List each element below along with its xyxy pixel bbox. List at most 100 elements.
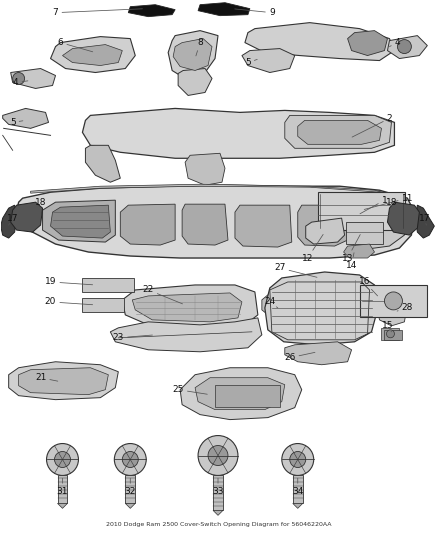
Polygon shape (42, 200, 115, 242)
Circle shape (385, 293, 401, 309)
Polygon shape (242, 49, 295, 72)
Polygon shape (343, 244, 374, 258)
Bar (125, 475, 135, 503)
Polygon shape (85, 146, 120, 182)
Polygon shape (245, 22, 395, 61)
Bar (360, 285, 427, 317)
Text: 20: 20 (45, 297, 92, 306)
Text: 22: 22 (143, 286, 183, 304)
Polygon shape (285, 342, 352, 365)
Polygon shape (182, 204, 228, 245)
Bar (346, 222, 384, 244)
Text: 17: 17 (419, 214, 430, 225)
Polygon shape (195, 378, 285, 410)
Polygon shape (388, 202, 419, 235)
Text: 33: 33 (212, 478, 224, 496)
Text: 7: 7 (53, 8, 142, 17)
Polygon shape (298, 120, 381, 144)
Polygon shape (348, 30, 388, 55)
Bar (82, 278, 134, 292)
Bar (361, 286, 426, 316)
Polygon shape (235, 205, 292, 247)
Bar (82, 298, 124, 312)
Polygon shape (9, 362, 118, 400)
Polygon shape (168, 30, 218, 78)
Circle shape (114, 443, 146, 475)
Polygon shape (120, 204, 175, 245)
Polygon shape (306, 218, 345, 244)
Circle shape (397, 39, 411, 53)
Polygon shape (173, 38, 212, 70)
Text: 9: 9 (235, 8, 275, 17)
Text: 18: 18 (386, 198, 403, 213)
Bar (385, 330, 403, 340)
Polygon shape (122, 285, 258, 328)
Polygon shape (285, 116, 392, 148)
Text: 12: 12 (302, 235, 323, 263)
Polygon shape (50, 37, 135, 72)
Polygon shape (265, 272, 378, 345)
Text: 11: 11 (364, 193, 413, 209)
Text: 31: 31 (57, 478, 68, 496)
Polygon shape (348, 198, 407, 250)
Polygon shape (50, 205, 110, 238)
Text: 25: 25 (173, 385, 207, 394)
Polygon shape (57, 503, 67, 508)
Polygon shape (31, 184, 407, 200)
Bar (293, 475, 303, 503)
Text: 32: 32 (124, 478, 136, 496)
Bar (57, 475, 67, 503)
Text: 23: 23 (113, 333, 152, 342)
Polygon shape (128, 5, 175, 17)
Circle shape (290, 451, 306, 467)
Circle shape (122, 451, 138, 467)
Polygon shape (293, 503, 303, 508)
Text: 2010 Dodge Ram 2500 Cover-Switch Opening Diagram for 56046220AA: 2010 Dodge Ram 2500 Cover-Switch Opening… (106, 522, 332, 527)
Polygon shape (298, 205, 348, 246)
Text: 24: 24 (264, 297, 278, 308)
Text: 2: 2 (352, 114, 392, 137)
Bar (215, 385, 280, 407)
Circle shape (208, 446, 228, 465)
Polygon shape (198, 3, 250, 15)
Text: 34: 34 (292, 478, 304, 496)
Text: 27: 27 (274, 263, 317, 277)
Text: 4: 4 (389, 38, 400, 47)
Bar (318, 192, 406, 230)
Text: 6: 6 (58, 38, 93, 52)
Bar (213, 475, 223, 511)
Bar (381, 328, 399, 340)
Polygon shape (63, 45, 122, 66)
Polygon shape (415, 205, 434, 238)
Polygon shape (110, 318, 262, 352)
Polygon shape (125, 503, 135, 508)
Circle shape (54, 451, 71, 467)
Text: 4: 4 (13, 78, 28, 87)
Polygon shape (178, 69, 212, 95)
Circle shape (282, 443, 314, 475)
Polygon shape (1, 205, 17, 238)
Text: 17: 17 (7, 214, 18, 225)
Polygon shape (11, 202, 42, 232)
Polygon shape (388, 36, 427, 59)
Polygon shape (11, 69, 56, 88)
Text: 19: 19 (45, 278, 92, 286)
Text: 18: 18 (30, 198, 46, 216)
Circle shape (198, 435, 238, 475)
Text: 8: 8 (196, 38, 203, 56)
Text: 16: 16 (359, 278, 378, 296)
Text: 5: 5 (10, 118, 23, 127)
Text: 15: 15 (381, 321, 393, 332)
Polygon shape (180, 368, 302, 419)
Polygon shape (284, 300, 312, 328)
Text: 26: 26 (284, 352, 315, 362)
Circle shape (386, 330, 395, 338)
Text: 21: 21 (35, 373, 58, 382)
Polygon shape (378, 298, 407, 326)
Polygon shape (16, 185, 414, 258)
Polygon shape (82, 108, 395, 158)
Polygon shape (262, 290, 290, 318)
Circle shape (13, 72, 25, 84)
Circle shape (46, 443, 78, 475)
Circle shape (385, 292, 403, 310)
